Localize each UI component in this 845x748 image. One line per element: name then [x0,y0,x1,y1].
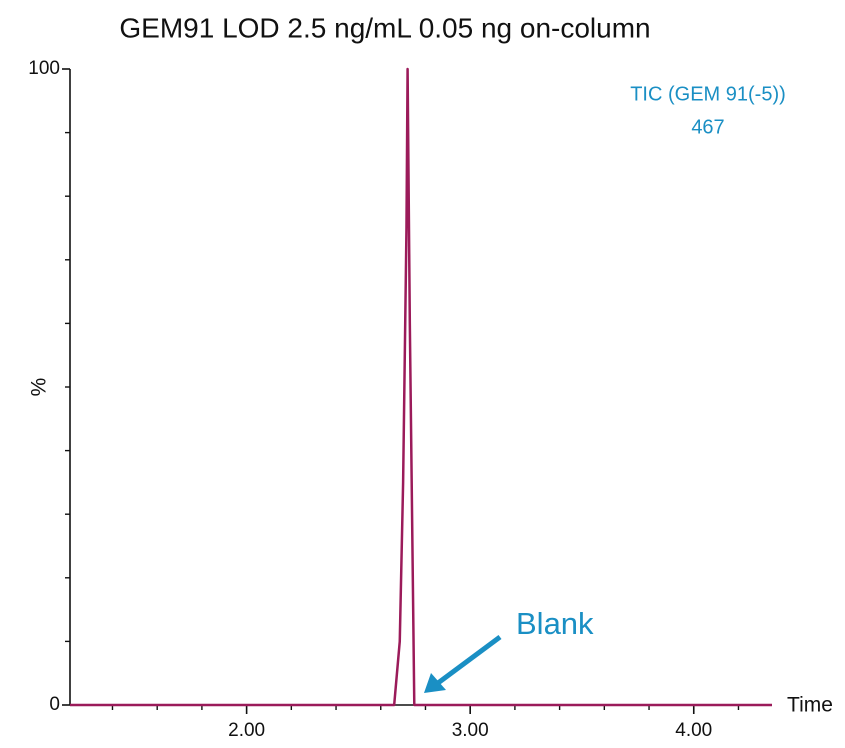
arrow-head [424,673,446,693]
y-tick-label: 100 [28,58,60,79]
y-tick-label: 0 [49,694,60,715]
x-axis-label: Time [787,694,833,717]
arrow [436,634,502,686]
chart-title: GEM91 LOD 2.5 ng/mL 0.05 ng on-column [119,12,650,43]
y-axis-label: % [28,378,51,397]
annotation: 467 [691,116,724,138]
annotation: TIC (GEM 91(-5)) [630,83,786,105]
line-series [70,67,772,707]
x-tick-label: 3.00 [452,720,489,741]
x-tick-label: 4.00 [675,720,712,741]
x-tick-label: 2.00 [228,720,265,741]
annotation: Blank [516,606,594,641]
